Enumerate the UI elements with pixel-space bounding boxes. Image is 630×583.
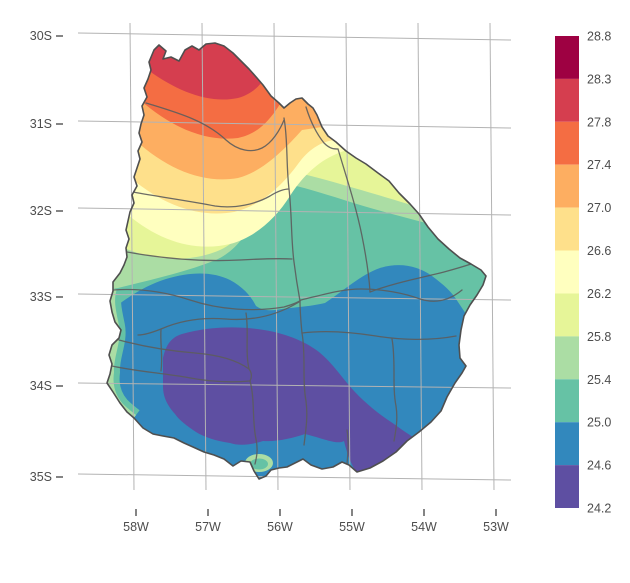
x-tick-label: 53W [483,520,509,534]
graticule [77,22,512,491]
legend-swatch [555,422,579,466]
legend-swatch [555,465,579,508]
legend-label: 28.8 [587,30,611,44]
band-24.2-24.6 [163,327,433,479]
legend-label: 24.6 [587,459,611,473]
legend-label: 26.2 [587,287,611,301]
colorbar-legend: 28.8 28.3 27.8 27.4 27.0 26.6 26.2 25.8 … [555,30,611,516]
legend-swatch [555,164,579,208]
legend-label: 25.8 [587,330,611,344]
x-tick-label: 54W [411,520,437,534]
uruguay-outline [106,42,487,480]
y-tick-label: 33S [30,290,52,304]
legend-label: 27.0 [587,201,611,215]
y-tick-label: 30S [30,29,52,43]
legend-swatch [555,336,579,380]
contour-fill-layer [107,43,486,479]
x-tick-label: 57W [195,520,221,534]
x-axis-labels: 58W 57W 56W 55W 54W 53W [123,520,509,534]
legend-label: 27.4 [587,158,611,172]
montevideo-green-pocket-inner [250,458,268,470]
legend-label: 26.6 [587,244,611,258]
department-boundaries [111,102,472,465]
y-axis-labels: 30S 31S 32S 33S 34S 35S [30,29,52,484]
y-tick-label: 31S [30,117,52,131]
x-tick-label: 58W [123,520,149,534]
band-27.8-28.3 [107,43,270,100]
legend-swatch [555,36,579,79]
y-tick-label: 34S [30,379,52,393]
legend-swatch [555,207,579,251]
legend-label: 24.2 [587,502,611,516]
legend-swatch [555,78,579,122]
legend-label: 27.8 [587,115,611,129]
y-tick-label: 32S [30,204,52,218]
legend-label: 25.4 [587,373,611,387]
legend-label: 28.3 [587,72,611,86]
legend-label: 25.0 [587,416,611,430]
x-tick-label: 56W [267,520,293,534]
legend-swatch [555,293,579,337]
x-tick-label: 55W [339,520,365,534]
legend-labels: 28.8 28.3 27.8 27.4 27.0 26.6 26.2 25.8 … [587,30,611,516]
axis-ticks [56,35,497,516]
legend-swatch [555,121,579,165]
legend-swatch [555,250,579,294]
y-tick-label: 35S [30,470,52,484]
legend-swatch [555,379,579,423]
